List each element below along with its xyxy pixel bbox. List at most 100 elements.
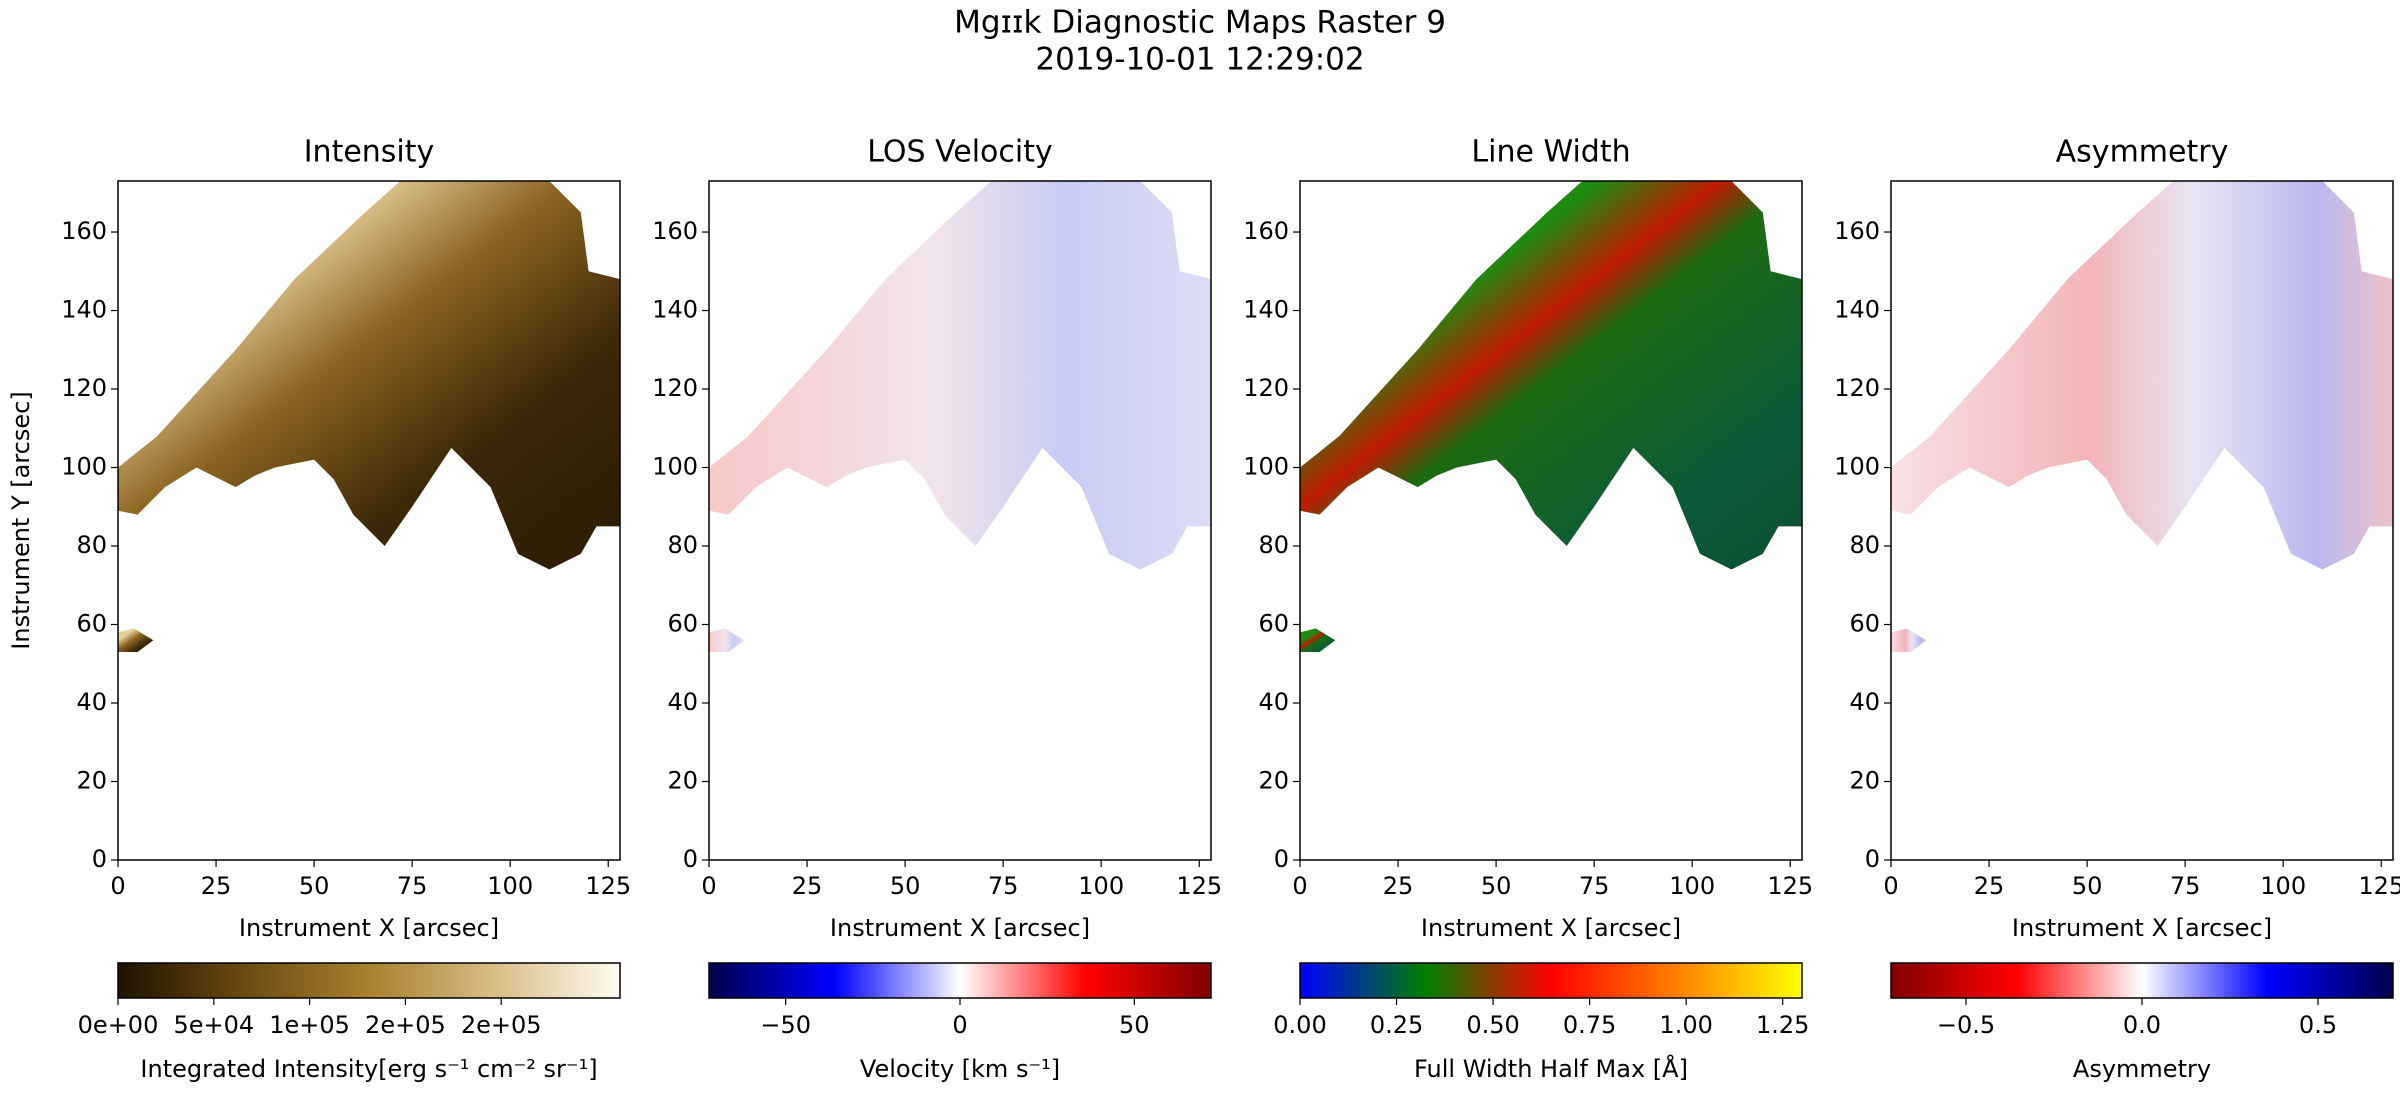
y-tick-label: 160 [1243,217,1289,245]
y-tick-label: 160 [1834,217,1880,245]
colorbar-tick-label: 1.00 [1659,1011,1712,1039]
colorbar [1299,962,1803,999]
x-tick-label: 125 [1176,872,1222,900]
x-tick-label: 125 [1767,872,1813,900]
y-tick-label: 120 [61,374,107,402]
y-tick-label: 140 [1834,296,1880,324]
y-tick-label: 140 [61,296,107,324]
panel-title: LOS Velocity [867,135,1053,170]
panel-title: Line Width [1471,135,1630,170]
x-tick-label: 75 [1579,872,1610,900]
y-tick-label: 80 [1849,531,1880,559]
x-tick-label: 75 [2170,872,2201,900]
y-tick-label: 40 [1849,688,1880,716]
y-tick-label: 80 [1258,531,1289,559]
y-tick-label: 60 [1258,610,1289,638]
colorbar-tick-label: 0.0 [2123,1011,2161,1039]
x-tick-label: 100 [487,872,533,900]
x-tick-label: 0 [1292,872,1307,900]
y-tick-label: 0 [92,845,107,873]
x-tick-label: 50 [890,872,921,900]
panel-title: Asymmetry [2056,135,2229,170]
colorbar [1890,962,2394,999]
x-tick-label: 25 [792,872,823,900]
colorbar-tick-label: 2e+05 [365,1011,446,1039]
x-tick-label: 25 [1974,872,2005,900]
intensity-map [118,181,620,652]
y-tick-label: 0 [683,845,698,873]
y-tick-label: 100 [652,453,698,481]
y-tick-label: 40 [76,688,107,716]
colorbar-tick-label: 1e+05 [269,1011,350,1039]
x-tick-label: 100 [2260,872,2306,900]
colorbar-tick-label: 0.5 [2299,1011,2337,1039]
y-tick-label: 100 [61,453,107,481]
colorbar-tick-label: 0 [952,1011,967,1039]
figure-title: Mgɪɪk Diagnostic Maps Raster 9 [954,5,1446,41]
colorbar-tick-label: 0.50 [1466,1011,1519,1039]
x-tick-label: 75 [397,872,428,900]
y-tick-label: 140 [652,296,698,324]
x-tick-label: 25 [201,872,232,900]
y-tick-label: 60 [667,610,698,638]
x-tick-label: 0 [110,872,125,900]
axes-frame [117,180,621,861]
colorbar-label: Integrated Intensity[erg s⁻¹ cm⁻² sr⁻¹] [140,1055,597,1083]
colorbar-tick-label: 0e+00 [78,1011,159,1039]
y-axis-label: Instrument Y [arcsec] [7,391,35,649]
y-tick-label: 20 [667,767,698,795]
y-tick-label: 120 [652,374,698,402]
y-tick-label: 0 [1274,845,1289,873]
panel-title: Intensity [304,135,435,170]
y-tick-label: 40 [1258,688,1289,716]
y-tick-label: 40 [667,688,698,716]
x-tick-label: 75 [988,872,1019,900]
axes-frame [1299,180,1803,861]
x-tick-label: 100 [1669,872,1715,900]
y-tick-label: 120 [1834,374,1880,402]
colorbar-tick-label: 2e+05 [461,1011,542,1039]
x-tick-label: 125 [2358,872,2400,900]
y-tick-label: 160 [652,217,698,245]
x-axis-label: Instrument X [arcsec] [239,914,499,942]
y-tick-label: 60 [76,610,107,638]
y-tick-label: 120 [1243,374,1289,402]
y-tick-label: 0 [1865,845,1880,873]
y-tick-label: 80 [76,531,107,559]
x-tick-label: 50 [2072,872,2103,900]
x-tick-label: 50 [1481,872,1512,900]
colorbar-tick-label: −50 [760,1011,811,1039]
y-tick-label: 20 [1849,767,1880,795]
x-tick-label: 0 [1883,872,1898,900]
axes-frame [708,180,1212,861]
colorbar-label: Asymmetry [2073,1055,2211,1083]
y-tick-label: 80 [667,531,698,559]
axes-frame [1890,180,2394,861]
figure-subtitle: 2019-10-01 12:29:02 [1035,42,1364,78]
colorbar-tick-label: 5e+04 [173,1011,254,1039]
x-tick-label: 25 [1383,872,1414,900]
colorbar-label: Full Width Half Max [Å] [1414,1054,1688,1083]
asymmetry-map [1891,181,2393,652]
colorbar-tick-label: 1.25 [1756,1011,1809,1039]
map-images [118,181,2393,652]
colorbar-tick-label: 50 [1119,1011,1150,1039]
colorbar-tick-label: 0.75 [1563,1011,1616,1039]
y-tick-label: 160 [61,217,107,245]
y-tick-label: 20 [1258,767,1289,795]
colorbar-label: Velocity [km s⁻¹] [860,1055,1060,1083]
colorbar-tick-label: −0.5 [1937,1011,1995,1039]
y-tick-label: 20 [76,767,107,795]
x-tick-label: 125 [585,872,631,900]
y-tick-label: 140 [1243,296,1289,324]
x-axis-label: Instrument X [arcsec] [830,914,1090,942]
colorbar [708,962,1212,999]
x-tick-label: 100 [1078,872,1124,900]
colorbar-tick-label: 0.25 [1370,1011,1423,1039]
y-tick-label: 60 [1849,610,1880,638]
colorbar [117,962,621,999]
velocity-map [709,181,1211,652]
y-tick-label: 100 [1243,453,1289,481]
y-tick-label: 100 [1834,453,1880,481]
